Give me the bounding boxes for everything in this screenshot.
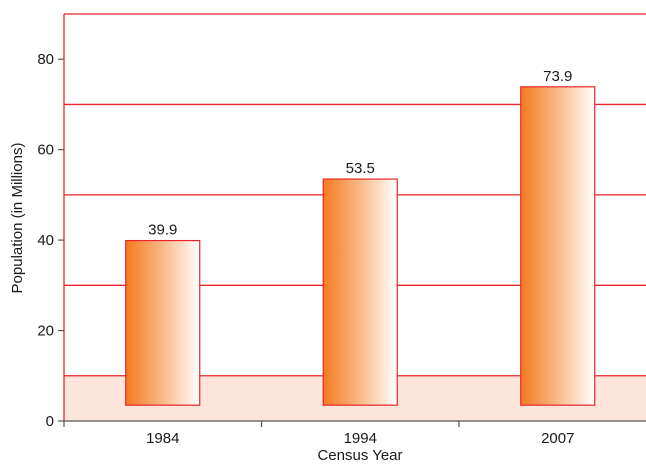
- x-tick-label: 1994: [344, 430, 377, 447]
- bar-value-label: 73.9: [543, 68, 572, 85]
- y-tick-labels: 0 20 40 60 80: [37, 51, 54, 430]
- bar-value-label: 39.9: [148, 222, 177, 239]
- x-axis-title: Census Year: [317, 447, 402, 464]
- y-tick-label: 0: [46, 413, 54, 430]
- axes: [58, 14, 646, 427]
- x-tick-label: 1984: [146, 430, 179, 447]
- x-tick-label: 2007: [541, 430, 574, 447]
- bar-value-label: 53.5: [346, 160, 375, 177]
- y-tick-label: 20: [37, 323, 54, 340]
- y-tick-label: 40: [37, 232, 54, 249]
- bar: [322, 178, 398, 406]
- bar: [125, 239, 201, 406]
- bars: [125, 86, 596, 406]
- y-tick-label: 60: [37, 142, 54, 159]
- y-axis-title: Population (in Millions): [9, 143, 26, 294]
- bar: [520, 86, 596, 406]
- y-tick-label: 80: [37, 51, 54, 68]
- x-tick-labels: 1984 1994 2007: [146, 430, 574, 447]
- data-labels: 39.9 53.5 73.9: [148, 68, 572, 239]
